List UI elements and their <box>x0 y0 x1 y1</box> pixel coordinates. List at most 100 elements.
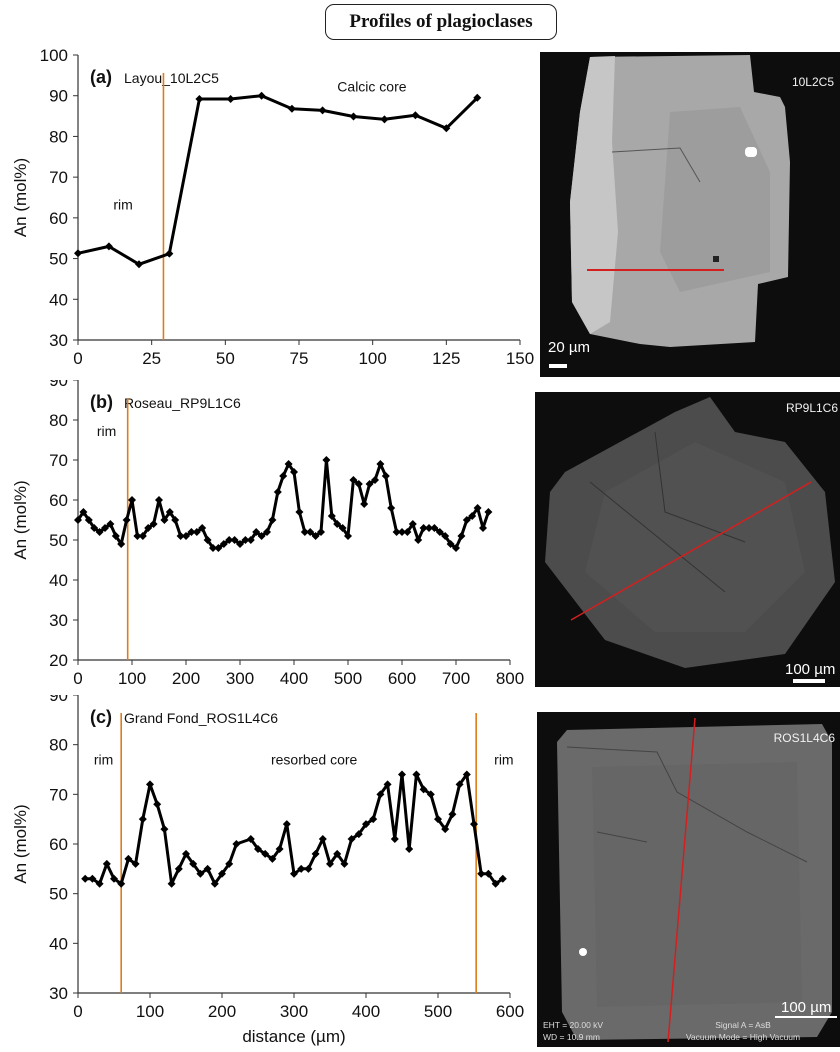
crystal-core-zone <box>660 107 770 292</box>
data-point <box>333 520 342 528</box>
data-point <box>426 790 435 799</box>
data-point <box>398 528 406 536</box>
data-point <box>84 516 93 524</box>
data-point <box>430 524 439 532</box>
data-point <box>347 835 356 844</box>
data-point <box>408 520 417 528</box>
y-tick-label: 40 <box>49 934 68 953</box>
data-point <box>144 524 153 532</box>
scale-bar <box>793 679 825 683</box>
y-axis-label: An (mol%) <box>11 158 30 237</box>
data-point <box>311 532 320 540</box>
data-point <box>252 528 261 536</box>
data-point <box>392 528 401 536</box>
x-tick-label: 500 <box>334 669 362 685</box>
data-point <box>219 540 228 548</box>
data-point <box>290 468 298 476</box>
data-point <box>236 540 244 548</box>
data-point <box>338 524 347 532</box>
x-tick-label: 300 <box>280 1002 308 1021</box>
y-tick-label: 80 <box>49 736 68 755</box>
y-tick-label: 90 <box>49 87 68 106</box>
crack <box>566 746 808 863</box>
data-point <box>182 532 190 540</box>
image-meta-vacuum: Vacuum Mode = High Vacuum <box>686 1032 800 1042</box>
inclusion <box>745 147 757 157</box>
y-tick-label: 80 <box>49 127 68 146</box>
data-point <box>74 516 82 524</box>
data-point <box>203 536 212 544</box>
figure-title: Profiles of plagioclases <box>325 4 557 40</box>
data-point <box>282 820 291 829</box>
x-tick-label: 100 <box>136 1002 164 1021</box>
image-label: RP9L1C6 <box>786 401 838 415</box>
y-tick-label: 50 <box>49 885 68 904</box>
chart-panel-b: 20 30 40 50 60 70 80 90 0 100 200 300 400 500 600 700 80… <box>0 380 540 685</box>
panel-sample-title: Grand Fond_ROS1L4C6 <box>124 710 278 726</box>
data-point <box>349 476 358 484</box>
data-point <box>149 520 158 528</box>
data-point <box>434 815 442 824</box>
data-point <box>261 849 270 858</box>
data-point <box>203 864 212 873</box>
annotation: rim <box>97 423 116 439</box>
data-point <box>349 112 358 121</box>
image-label: 10L2C5 <box>792 75 834 89</box>
data-point <box>79 508 88 516</box>
data-point <box>279 472 288 480</box>
data-point <box>448 810 457 819</box>
x-tick-label: 200 <box>172 669 200 685</box>
data-point <box>326 859 334 868</box>
data-point <box>306 528 315 536</box>
y-tick-label: 30 <box>49 984 68 1003</box>
y-axis-label: An (mol%) <box>11 480 30 559</box>
y-tick-label: 70 <box>49 451 68 470</box>
data-point <box>365 480 374 488</box>
data-point <box>419 524 428 532</box>
data-point <box>390 835 399 844</box>
x-tick-label: 600 <box>388 669 416 685</box>
data-point <box>297 864 306 873</box>
data-point <box>254 844 262 853</box>
chart-svg: 30 40 50 60 70 80 90 0 100 200 300 400 500 600 An (mol… <box>11 695 524 1046</box>
traverse-line <box>667 717 696 1043</box>
x-tick-label: 700 <box>442 669 470 685</box>
annotation: rim <box>113 197 132 213</box>
y-tick-label: 60 <box>49 209 68 228</box>
x-tick-label: 0 <box>73 669 82 685</box>
data-point <box>195 94 204 103</box>
data-point <box>484 508 493 516</box>
data-point <box>414 536 423 544</box>
data-point <box>176 532 185 540</box>
data-point <box>268 854 277 863</box>
data-point <box>214 544 223 552</box>
data-point <box>457 532 466 540</box>
sem-image-10L2C5: 10L2C5 20 µm <box>540 52 840 377</box>
data-point <box>446 540 455 548</box>
data-point <box>473 504 482 512</box>
x-tick-label: 75 <box>290 349 309 368</box>
data-point <box>317 528 325 536</box>
data-point <box>322 456 331 464</box>
inclusion <box>713 256 719 262</box>
data-point <box>287 104 296 113</box>
y-tick-label: 60 <box>49 835 68 854</box>
image-label: ROS1L4C6 <box>774 731 836 745</box>
data-point <box>376 460 385 468</box>
x-tick-label: 0 <box>73 349 82 368</box>
scale-bar-label: 100 µm <box>781 999 831 1016</box>
crystal-rim-zone <box>570 56 618 334</box>
y-tick-label: 60 <box>49 491 68 510</box>
data-point <box>455 780 464 789</box>
data-point <box>209 544 217 552</box>
y-axis-label: An (mol%) <box>11 804 30 883</box>
y-tick-label: 20 <box>49 651 68 670</box>
data-point <box>354 480 363 488</box>
panel-sample-title: Layou_10L2C5 <box>124 70 219 86</box>
data-point <box>138 815 147 824</box>
data-point <box>327 512 336 520</box>
data-point <box>380 115 389 124</box>
data-point <box>425 524 433 532</box>
x-tick-label: 0 <box>73 1002 82 1021</box>
x-tick-label: 400 <box>280 669 308 685</box>
